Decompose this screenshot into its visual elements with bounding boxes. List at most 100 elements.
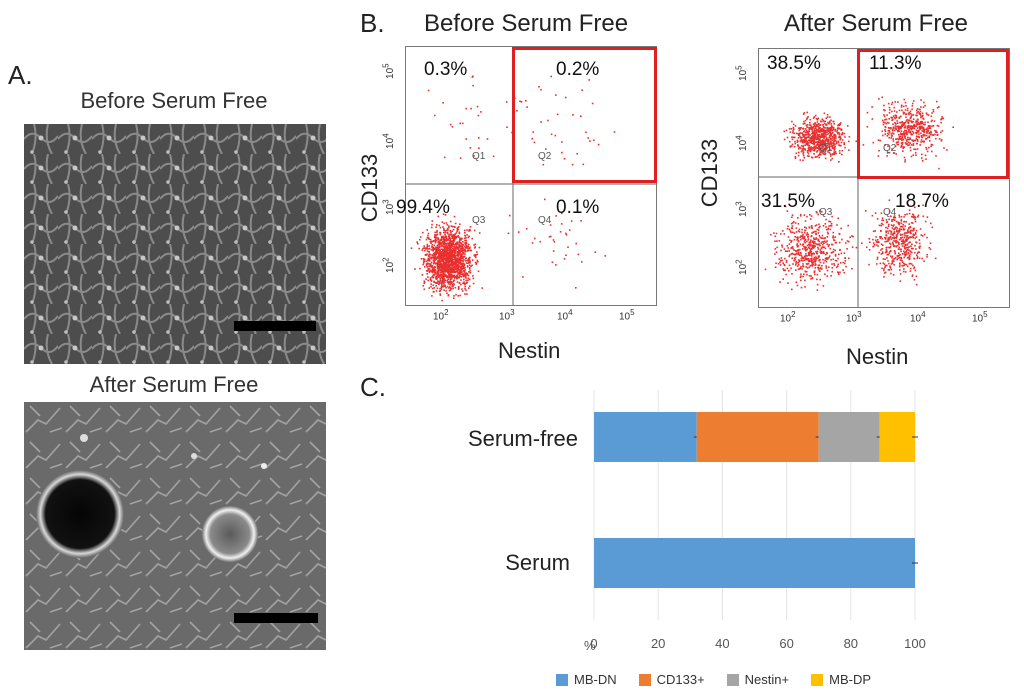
event-dot: [804, 270, 807, 273]
event-dot: [452, 287, 454, 290]
event-dot: [437, 254, 440, 257]
event-dot: [888, 199, 891, 201]
event-dot: [823, 242, 825, 245]
event-dot: [469, 246, 471, 249]
x-tick-label: 103: [846, 310, 862, 325]
event-dot: [819, 270, 821, 272]
event-dot: [466, 265, 469, 267]
event-dot: [433, 274, 436, 276]
event-dot: [474, 246, 476, 248]
event-dot: [896, 141, 898, 144]
event-dot: [899, 259, 902, 261]
event-dot: [459, 253, 461, 255]
event-dot: [440, 243, 442, 245]
event-dot: [797, 245, 800, 247]
event-dot: [916, 108, 919, 110]
event-dot: [445, 256, 448, 259]
event-dot: [436, 229, 438, 232]
event-dot: [790, 222, 793, 225]
event-dot: [551, 261, 554, 263]
event-dot: [903, 228, 906, 231]
event-dot: [793, 145, 796, 148]
event-dot: [883, 276, 885, 278]
event-dot: [792, 222, 794, 224]
event-dot: [449, 256, 451, 258]
event-dot: [549, 235, 552, 238]
event-dot: [910, 133, 912, 135]
event-dot: [903, 232, 906, 235]
event-dot: [445, 258, 448, 261]
event-dot: [910, 229, 913, 232]
event-dot: [878, 98, 880, 100]
event-dot: [442, 249, 444, 252]
event-dot: [848, 149, 850, 151]
event-dot: [824, 122, 826, 125]
event-dot: [909, 131, 912, 134]
event-dot: [454, 222, 457, 225]
event-dot: [448, 234, 450, 236]
event-dot: [916, 142, 918, 145]
event-dot: [472, 75, 474, 78]
event-dot: [905, 120, 908, 122]
event-dot: [839, 135, 841, 137]
event-dot: [804, 247, 806, 250]
event-dot: [813, 260, 815, 262]
event-dot: [444, 250, 446, 253]
event-dot: [829, 247, 832, 250]
event-dot: [446, 227, 449, 230]
event-dot: [426, 246, 428, 249]
event-dot: [445, 262, 448, 265]
event-dot: [447, 280, 449, 283]
event-dot: [810, 127, 812, 129]
event-dot: [909, 241, 911, 243]
event-dot: [900, 125, 903, 128]
event-dot: [827, 130, 830, 133]
event-dot: [922, 123, 925, 126]
event-dot: [903, 129, 906, 132]
event-dot: [443, 247, 446, 250]
event-dot: [822, 252, 824, 254]
event-dot: [815, 250, 817, 253]
event-dot: [464, 246, 467, 248]
event-dot: [874, 230, 876, 232]
event-dot: [813, 246, 815, 249]
event-dot: [931, 125, 933, 127]
event-dot: [920, 134, 923, 137]
event-dot: [464, 283, 466, 286]
event-dot: [930, 115, 933, 118]
event-dot: [902, 224, 904, 226]
event-dot: [774, 235, 777, 238]
event-dot: [797, 223, 800, 225]
event-dot: [923, 260, 925, 262]
event-dot: [800, 238, 802, 241]
event-dot: [803, 112, 806, 114]
event-dot: [838, 133, 841, 135]
event-dot: [816, 151, 818, 153]
event-dot: [802, 257, 804, 259]
event-dot: [831, 243, 834, 246]
event-dot: [893, 249, 896, 252]
event-dot: [831, 153, 834, 155]
event-dot: [878, 251, 880, 254]
event-dot: [803, 136, 806, 138]
event-dot: [900, 130, 903, 132]
event-dot: [799, 251, 802, 254]
event-dot: [833, 239, 836, 242]
event-dot: [450, 225, 453, 227]
event-dot: [875, 240, 878, 243]
event-dot: [895, 234, 898, 237]
event-dot: [477, 270, 480, 273]
event-dot: [823, 237, 825, 240]
event-dot: [813, 149, 816, 152]
event-dot: [462, 275, 465, 278]
event-dot: [918, 251, 920, 253]
event-dot: [888, 112, 891, 114]
event-dot: [825, 134, 827, 136]
event-dot: [925, 134, 928, 137]
event-dot: [908, 212, 911, 215]
event-dot: [855, 140, 857, 143]
event-dot: [802, 235, 804, 237]
event-dot: [898, 229, 900, 232]
event-dot: [450, 254, 452, 257]
event-dot: [434, 231, 436, 234]
